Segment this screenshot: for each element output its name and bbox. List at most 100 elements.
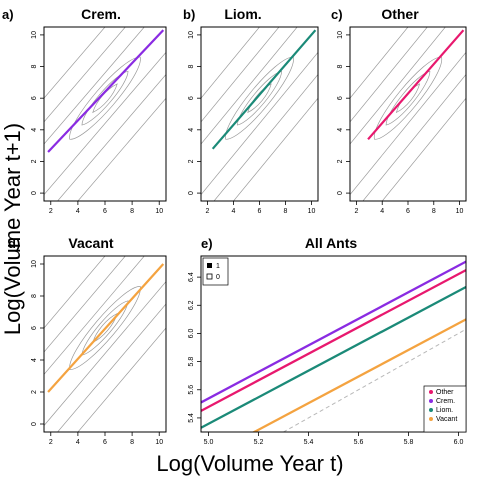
contour-line — [213, 74, 318, 201]
contour-loop — [69, 56, 141, 140]
legend-label: Liom. — [436, 407, 453, 414]
contour-loop — [81, 300, 129, 356]
panel-letter: c) — [331, 7, 343, 22]
contour-loop — [92, 83, 118, 114]
y-tick-label: 10 — [337, 31, 344, 39]
legend-box — [202, 257, 229, 286]
panel-letter: d) — [8, 236, 20, 251]
x-tick-label: 10 — [308, 208, 316, 215]
legend-label: Vacant — [436, 416, 457, 423]
x-axis-title: Log(Volume Year t) — [156, 451, 343, 476]
contour-line — [381, 97, 466, 201]
contour-line — [44, 27, 145, 145]
y-tick-label: 0 — [31, 422, 38, 426]
legend-label: Crem. — [436, 398, 455, 405]
panel-3: 2 4 6 8 10 0 2 4 6 8 10 c) Other — [331, 6, 467, 215]
contour-line — [201, 27, 298, 145]
y-tick-label: 6.4 — [188, 272, 195, 282]
x-tick-label: 6 — [258, 208, 262, 215]
contour-loop — [385, 70, 431, 126]
x-tick-label: 6 — [103, 208, 107, 215]
y-tick-label: 8 — [188, 64, 195, 68]
contour-line — [44, 256, 145, 375]
plot-area — [201, 260, 466, 432]
contour-line — [57, 303, 166, 432]
y-tick-label: 6 — [337, 96, 344, 100]
panel-4: 2 4 6 8 10 0 2 4 6 8 10 d) Vacant — [8, 235, 167, 446]
contour-line — [350, 27, 446, 145]
y-axis-title: Log(Volume Year t+1) — [0, 123, 25, 335]
plot-area — [44, 27, 166, 201]
y-tick-label: 8 — [337, 64, 344, 68]
reference-line — [282, 328, 466, 432]
contour-line — [44, 27, 106, 99]
contour-line — [362, 74, 466, 201]
series-line-liom — [201, 285, 466, 429]
y-tick-label: 6 — [31, 326, 38, 330]
x-tick-label: 6 — [406, 208, 410, 215]
x-tick-label: 8 — [130, 439, 134, 446]
contour-loop — [69, 286, 141, 370]
contour-line — [350, 52, 466, 195]
contour-line — [57, 74, 166, 201]
series-line-other — [201, 269, 466, 412]
x-tick-label: 2 — [206, 208, 210, 215]
y-tick-label: 2 — [337, 159, 344, 163]
legend-swatch — [429, 417, 433, 421]
y-tick-label: 2 — [188, 159, 195, 163]
contour-loop — [81, 70, 129, 126]
contour-line — [350, 27, 409, 99]
contour-line — [233, 97, 318, 201]
x-tick-label: 2 — [49, 208, 53, 215]
x-tick-label: 8 — [284, 208, 288, 215]
contour-line — [44, 256, 126, 353]
x-tick-label: 4 — [76, 208, 80, 215]
plot-area — [201, 27, 318, 201]
y-tick-label: 6 — [31, 96, 38, 100]
contour-loop — [237, 70, 282, 126]
panel-title: Vacant — [68, 235, 113, 251]
x-tick-label: 5.2 — [254, 439, 264, 446]
x-tick-label: 5.0 — [204, 439, 214, 446]
y-tick-label: 2 — [31, 159, 38, 163]
x-tick-label: 4 — [232, 208, 236, 215]
y-tick-label: 6.2 — [188, 300, 195, 310]
contour-line — [201, 27, 260, 99]
y-tick-label: 10 — [31, 31, 38, 39]
x-tick-label: 2 — [49, 439, 53, 446]
x-tick-label: 2 — [354, 208, 358, 215]
y-tick-label: 8 — [31, 64, 38, 68]
y-tick-label: 10 — [31, 260, 38, 268]
contour-loop — [374, 56, 442, 140]
panel-2: 2 4 6 8 10 0 2 4 6 8 10 b) Liom. — [183, 6, 319, 215]
legend-bottom-right: Other Crem. Liom. Vacant — [423, 385, 467, 433]
plot-area — [350, 27, 466, 201]
panel-5: 5.0 5.2 5.4 5.6 5.8 6.0 5.4 5.6 5.8 6.0 6.2 6.4 e) Al… — [188, 235, 467, 446]
contour-line — [350, 27, 428, 123]
y-tick-label: 4 — [337, 128, 344, 132]
y-tick-label: 5.8 — [188, 357, 195, 367]
y-tick-label: 4 — [188, 128, 195, 132]
contour-line — [44, 256, 106, 329]
panel-letter: e) — [201, 236, 213, 251]
panel-frame — [200, 255, 467, 433]
contour-loop — [225, 56, 294, 140]
legend-label: 0 — [216, 274, 220, 281]
legend-filled-square — [207, 263, 212, 268]
x-tick-label: 4 — [76, 439, 80, 446]
x-tick-label: 5.4 — [304, 439, 314, 446]
contour-line — [44, 281, 166, 426]
contour-line — [201, 52, 318, 195]
contour-line — [44, 52, 166, 195]
panel-letter: b) — [183, 7, 195, 22]
series-line-vacant — [251, 318, 466, 432]
contour-line — [44, 27, 126, 123]
legend-top-left: 10 — [202, 257, 229, 286]
contour-line — [77, 97, 166, 201]
panel-title: Crem. — [81, 6, 121, 22]
y-tick-label: 6 — [188, 96, 195, 100]
series-line-crem — [201, 260, 466, 404]
y-tick-label: 0 — [31, 191, 38, 195]
